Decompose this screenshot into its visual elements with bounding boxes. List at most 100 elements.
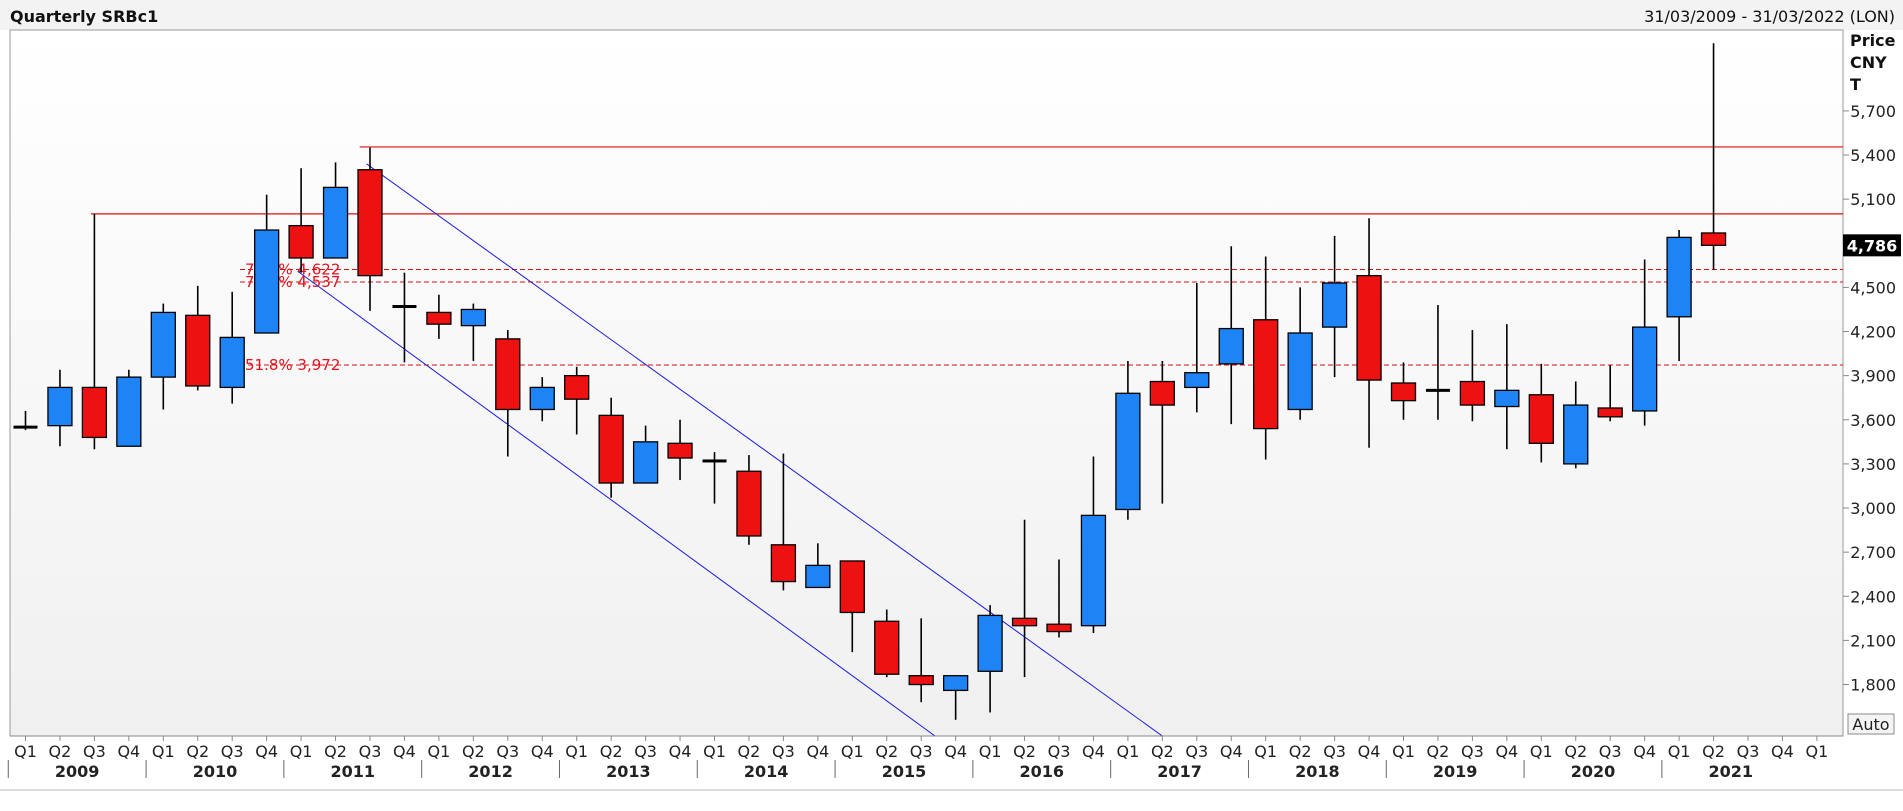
candle <box>1287 287 1313 420</box>
candle <box>1321 235 1348 378</box>
candle-body <box>392 305 417 309</box>
candle-body <box>1287 332 1313 411</box>
quarter-label: Q4 <box>669 742 692 761</box>
quarter-label: Q2 <box>186 742 209 761</box>
quarter-label: Q3 <box>1461 742 1484 761</box>
candle <box>908 618 934 703</box>
candle-body <box>702 459 727 463</box>
quarter-label: Q1 <box>1117 742 1140 761</box>
price-label-line-3: T <box>1850 75 1861 94</box>
candle-body <box>1356 274 1382 381</box>
quarter-label: Q2 <box>324 742 347 761</box>
plot-area[interactable] <box>9 29 1844 737</box>
quarter-label: Q1 <box>290 742 313 761</box>
quarter-label: Q1 <box>428 742 451 761</box>
candle <box>529 377 555 422</box>
candle <box>839 560 865 653</box>
candle-body <box>13 425 38 429</box>
quarter-label: Q4 <box>1633 742 1656 761</box>
candle <box>426 294 452 339</box>
quarter-label: Q1 <box>1392 742 1415 761</box>
last-value-tag: 4,786 <box>1843 234 1901 257</box>
candle-body <box>219 336 245 389</box>
candle-body <box>81 386 108 439</box>
quarter-label: Q3 <box>496 742 519 761</box>
candle <box>81 213 108 450</box>
year-label: 2019 <box>1433 762 1478 781</box>
quarter-label: Q4 <box>531 742 554 761</box>
candle <box>253 194 280 334</box>
year-label: 2016 <box>1020 762 1065 781</box>
quarter-label: Q2 <box>600 742 623 761</box>
year-label: 2010 <box>193 762 238 781</box>
candle <box>977 605 1003 713</box>
candle <box>460 303 487 361</box>
candle-body <box>1563 404 1589 465</box>
y-tick-label: 5,700 <box>1850 102 1896 121</box>
y-tick-label: 3,300 <box>1850 455 1896 474</box>
quarter-label: Q1 <box>565 742 588 761</box>
candle <box>770 453 797 591</box>
quarter-label: Q1 <box>1254 742 1277 761</box>
candle-body <box>943 675 969 692</box>
candle <box>1632 259 1658 426</box>
candle <box>47 369 73 447</box>
candle-body <box>529 386 555 411</box>
auto-scale-button[interactable]: Auto <box>1847 713 1895 735</box>
candle-body <box>632 441 659 484</box>
y-tick-label: 2,700 <box>1850 543 1896 562</box>
candle-body <box>1528 394 1554 444</box>
axis-layer: 1,800 2,100 2,400 2,700 3,000 3,300 3,600 3,900… <box>1843 102 1896 695</box>
candle <box>357 147 383 311</box>
candle-body <box>150 311 176 378</box>
y-tick-label: 2,100 <box>1850 631 1896 650</box>
candle <box>392 272 417 363</box>
year-label: 2018 <box>1295 762 1340 781</box>
quarter-label: Q4 <box>117 742 140 761</box>
candle-body <box>1597 407 1623 418</box>
candle <box>1011 519 1038 678</box>
year-label: 2009 <box>55 762 100 781</box>
auto-button-label: Auto <box>1852 715 1889 734</box>
candle <box>1528 363 1554 463</box>
candle <box>598 397 624 498</box>
candle <box>495 330 521 457</box>
year-label: 2021 <box>1709 762 1754 781</box>
y-tick-label: 4,500 <box>1850 278 1896 297</box>
quarter-label: Q1 <box>152 742 175 761</box>
quarter-label: Q3 <box>1737 742 1760 761</box>
candle-body <box>1425 388 1450 392</box>
y-tick-label: 3,000 <box>1850 499 1896 518</box>
candle <box>943 675 969 720</box>
year-label: 2012 <box>468 762 513 781</box>
quarter-label: Q4 <box>1771 742 1794 761</box>
quarter-label: Q1 <box>841 742 864 761</box>
candle-body <box>667 442 693 459</box>
year-label: 2011 <box>331 762 376 781</box>
date-range: 31/03/2009 - 31/03/2022 (LON) <box>1644 7 1895 26</box>
candle-body <box>47 386 73 427</box>
candle <box>1080 456 1107 634</box>
header-bar <box>0 0 1903 30</box>
candle-body <box>116 376 142 447</box>
candle-body <box>598 414 624 484</box>
year-label: 2015 <box>882 762 927 781</box>
y-tick-label: 5,400 <box>1850 146 1896 165</box>
quarter-label: Q2 <box>1564 742 1587 761</box>
candle-body <box>1080 514 1107 627</box>
candle-body <box>1184 372 1210 389</box>
candle <box>1390 362 1417 420</box>
candle-body <box>805 564 831 589</box>
candle-body <box>288 224 314 259</box>
candle <box>13 410 38 431</box>
candle <box>1425 305 1450 420</box>
quarter-label: Q3 <box>772 742 795 761</box>
candle <box>150 303 176 410</box>
quarter-label: Q4 <box>806 742 829 761</box>
quarter-label: Q3 <box>221 742 244 761</box>
quarter-label: Q1 <box>1530 742 1553 761</box>
candle <box>1597 365 1623 422</box>
candle-body <box>1218 327 1244 365</box>
candle-body <box>460 308 487 327</box>
